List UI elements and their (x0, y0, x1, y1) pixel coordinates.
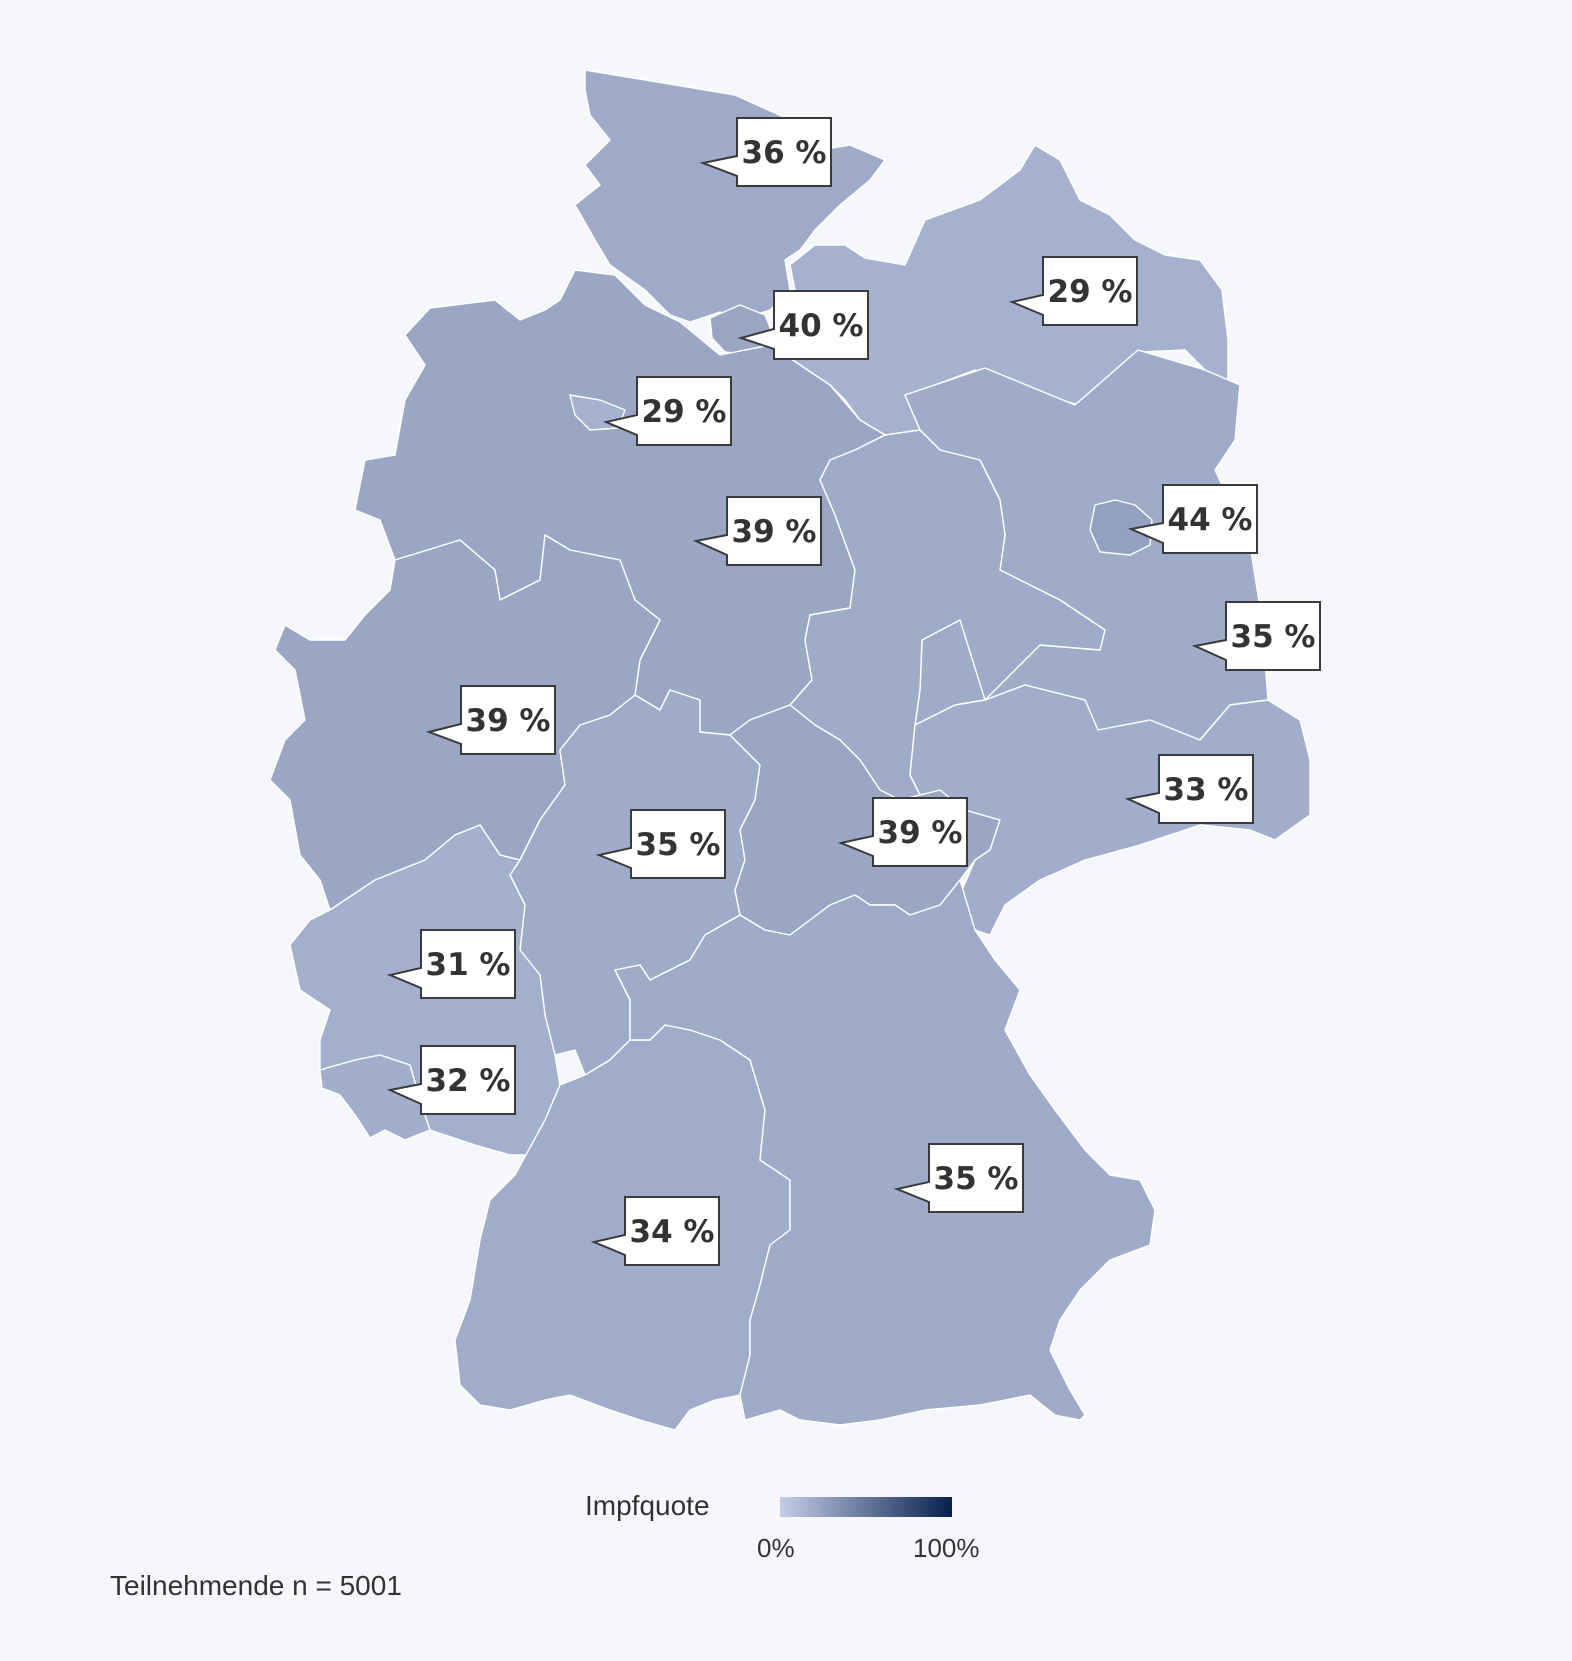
callout-by (893, 1143, 1024, 1213)
value-label-th: 39 % (878, 815, 963, 851)
region-sachsen[interactable] (909, 684, 1311, 936)
value-label-mv: 29 % (1048, 274, 1133, 310)
callout-nw (425, 685, 556, 755)
value-label-hb: 29 % (642, 394, 727, 430)
callout-hb (602, 376, 732, 446)
value-label-he: 35 % (636, 827, 721, 863)
value-label-sh: 36 % (742, 135, 827, 171)
value-label-sl: 32 % (426, 1063, 511, 1099)
value-label-hh: 40 % (779, 308, 864, 344)
value-label-by: 35 % (934, 1161, 1019, 1197)
legend-color-bar (780, 1497, 952, 1517)
legend-min-label: 0% (757, 1533, 795, 1563)
callout-bb (1191, 601, 1321, 671)
value-label-ni: 39 % (732, 514, 817, 550)
region-bayern[interactable] (614, 879, 1156, 1426)
callout-mv (1008, 256, 1138, 326)
legend-max-label: 100% (913, 1533, 980, 1563)
callout-sh (699, 117, 832, 187)
value-label-bw: 34 % (630, 1214, 715, 1250)
value-label-sn: 33 % (1164, 772, 1249, 808)
region-berlin[interactable] (1089, 499, 1153, 556)
value-label-bb: 35 % (1231, 619, 1316, 655)
callout-be (1127, 484, 1258, 554)
callout-hh (737, 290, 869, 360)
callout-rp (386, 929, 516, 999)
callout-sn (1124, 754, 1254, 824)
participants-note: Teilnehmende n = 5001 (110, 1570, 402, 1601)
callout-th (837, 797, 968, 867)
callout-he (595, 809, 726, 879)
legend-title: Impfquote (585, 1490, 710, 1521)
callout-sl (386, 1045, 516, 1115)
callout-bw (590, 1196, 720, 1266)
value-label-be: 44 % (1168, 502, 1253, 538)
value-label-rp: 31 % (426, 947, 511, 983)
callout-ni (692, 496, 822, 566)
value-label-nw: 39 % (466, 703, 551, 739)
region-saarland[interactable] (319, 1054, 431, 1141)
